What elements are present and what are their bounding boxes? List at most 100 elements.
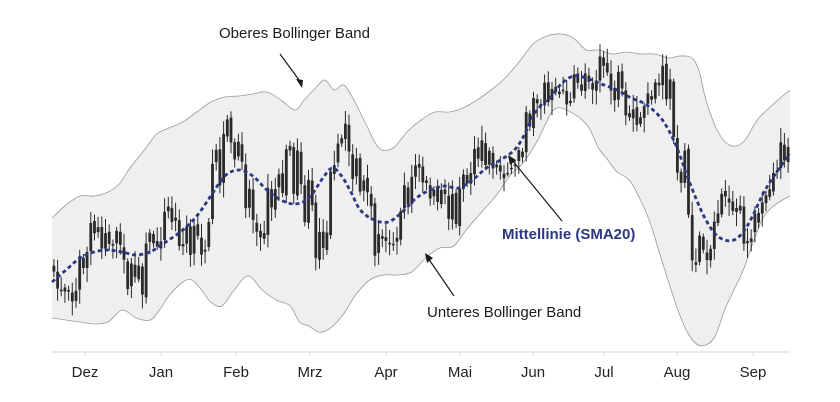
candle-body	[358, 157, 362, 192]
candle	[321, 219, 325, 260]
candle	[340, 134, 344, 147]
candle	[421, 156, 425, 193]
candle-body	[399, 211, 403, 240]
candle	[657, 73, 661, 96]
candle	[82, 254, 85, 275]
candle-body	[148, 232, 152, 242]
candle-body	[687, 148, 690, 215]
candle-body	[218, 149, 222, 186]
candle-body	[709, 248, 712, 261]
candle	[89, 212, 93, 266]
candle	[543, 74, 546, 114]
candle-body	[85, 251, 89, 268]
candle	[701, 233, 705, 254]
candle-body	[63, 287, 67, 292]
candle	[576, 67, 580, 89]
candle-body	[487, 150, 491, 165]
candle-body	[451, 194, 454, 220]
candle	[307, 169, 310, 229]
candle	[676, 125, 679, 181]
candle-body	[281, 173, 284, 193]
candle	[181, 229, 185, 256]
candle	[613, 80, 617, 112]
candle-body	[657, 82, 661, 86]
candle	[639, 111, 642, 127]
candle	[277, 168, 281, 201]
candle	[233, 138, 237, 168]
candle	[177, 209, 181, 251]
candle	[325, 220, 329, 255]
candle-body	[377, 234, 380, 253]
candle	[598, 44, 602, 93]
candle-body	[67, 290, 70, 292]
candle	[52, 259, 56, 278]
candle	[85, 246, 89, 282]
candle-body	[498, 165, 502, 172]
candle	[391, 232, 395, 251]
candle-body	[439, 189, 443, 204]
candle	[617, 65, 620, 108]
candle	[59, 276, 63, 297]
candle-body	[432, 189, 436, 197]
candle	[513, 160, 517, 177]
x-tick-label: Sep	[740, 364, 767, 381]
candle-body	[532, 98, 535, 129]
candle-body	[764, 195, 768, 204]
candle-body	[93, 221, 96, 234]
candle-body	[82, 257, 85, 268]
candle-body	[480, 140, 484, 161]
candle	[107, 224, 111, 251]
candle	[757, 207, 760, 229]
candle	[628, 105, 631, 121]
candle-body	[768, 189, 772, 197]
candle-body	[783, 144, 786, 161]
lower-band-arrow-head	[425, 253, 433, 263]
candle	[454, 189, 458, 229]
candle-body	[303, 185, 307, 223]
candle-body	[181, 244, 185, 247]
candle-body	[447, 195, 451, 219]
candle	[425, 176, 428, 190]
candle	[344, 111, 347, 151]
candle	[281, 159, 284, 198]
candle-body	[59, 289, 63, 292]
candle-body	[344, 123, 347, 139]
candle-body	[174, 217, 177, 221]
candle-body	[425, 180, 428, 183]
x-tick-label: Jul	[594, 364, 613, 381]
candle	[635, 95, 639, 132]
candle-body	[646, 93, 650, 104]
candle	[760, 191, 764, 227]
candle-body	[296, 150, 299, 196]
candle-body	[683, 150, 687, 183]
candle-body	[572, 74, 576, 99]
candle-body	[642, 106, 646, 118]
upper-band-arrow-head	[296, 79, 303, 88]
candle-body	[613, 87, 617, 101]
candle-body	[617, 71, 620, 100]
candle-body	[74, 290, 78, 301]
candle-body	[720, 193, 724, 215]
candle	[399, 207, 403, 246]
candle	[631, 94, 635, 132]
candle-body	[307, 179, 310, 223]
candle-body	[421, 166, 425, 183]
candle-body	[716, 213, 720, 223]
candle-body	[535, 99, 539, 104]
candle	[336, 133, 340, 168]
candle-body	[200, 237, 203, 255]
candle	[332, 150, 336, 181]
candle	[432, 186, 436, 205]
candle-body	[273, 189, 277, 210]
candle-body	[284, 149, 288, 196]
candle-body	[502, 173, 506, 179]
band-fill	[52, 33, 790, 346]
candle-body	[639, 117, 642, 124]
candle	[115, 226, 118, 259]
candle	[749, 229, 753, 252]
candle-body	[133, 264, 137, 277]
candle-body	[628, 113, 631, 118]
candle	[506, 162, 510, 177]
candle-body	[635, 107, 639, 125]
candle-body	[251, 189, 255, 220]
